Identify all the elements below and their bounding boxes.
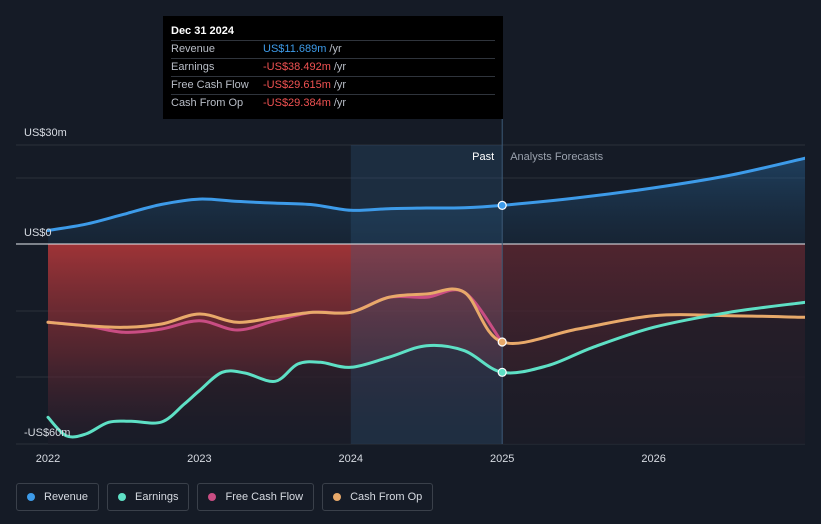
- x-tick-label: 2026: [641, 453, 665, 465]
- tooltip-value: US$11.689m: [263, 43, 327, 55]
- legend-item-revenue[interactable]: Revenue: [16, 483, 100, 511]
- cash-from-op-dot-icon: [333, 493, 342, 501]
- revenue-marker: [497, 200, 507, 210]
- legend-label: Cash From Op: [350, 491, 423, 503]
- legend: Revenue Earnings Free Cash Flow Cash Fro…: [16, 483, 434, 511]
- revenue-dot-icon: [27, 493, 35, 501]
- tooltip-date: Dec 31 2024: [171, 25, 234, 37]
- tooltip-value: -US$29.384m: [263, 97, 331, 109]
- x-tick-label: 2022: [36, 453, 60, 465]
- revenue-line: [46, 156, 805, 232]
- earnings-line: [46, 300, 805, 439]
- tooltip-value: -US$38.492m: [263, 61, 331, 73]
- legend-item-free-cash-flow[interactable]: Free Cash Flow: [197, 483, 315, 511]
- series-markers: [497, 200, 507, 377]
- free-cash-flow-line: [46, 288, 504, 345]
- earnings-marker: [497, 367, 507, 377]
- legend-item-cash-from-op[interactable]: Cash From Op: [322, 483, 434, 511]
- tooltip-value: -US$29.615m: [263, 79, 331, 91]
- tooltip-unit: /yr: [329, 43, 342, 55]
- legend-label: Free Cash Flow: [225, 491, 304, 503]
- tooltip-unit: /yr: [333, 79, 347, 91]
- past-label: Past: [472, 151, 494, 163]
- tooltip-row-free-cash-flow: Free Cash Flow -US$29.615m /yr: [171, 76, 495, 94]
- legend-item-earnings[interactable]: Earnings: [107, 483, 190, 511]
- series-areas: [48, 158, 805, 444]
- forecast-label: Analysts Forecasts: [510, 151, 603, 163]
- tooltip-label: Cash From Op: [171, 97, 244, 109]
- legend-label: Revenue: [44, 491, 89, 503]
- x-tick-label: 2023: [187, 453, 211, 465]
- cash-from-op-line: [46, 287, 805, 345]
- earnings-dot-icon: [118, 493, 127, 501]
- y-label-bottom: -US$60m: [24, 427, 70, 439]
- tooltip-row-earnings: Earnings -US$38.492m /yr: [171, 58, 495, 76]
- tooltip-unit: /yr: [333, 61, 347, 73]
- x-tick-label: 2025: [490, 453, 514, 465]
- y-label-top: US$30m: [24, 127, 67, 139]
- axis-labels: US$30m US$0 -US$60m Past Analysts Foreca…: [24, 127, 604, 439]
- tooltip: Dec 31 2024 Revenue US$11.689m /yr Earni…: [163, 16, 503, 119]
- cash-from-op-marker: [497, 337, 507, 347]
- x-axis-ticks: 2022 2023 2024 2025 2026: [36, 453, 666, 465]
- y-label-zero: US$0: [24, 227, 52, 239]
- x-tick-label: 2024: [339, 453, 363, 465]
- tooltip-label: Revenue: [171, 43, 216, 55]
- series-lines: [46, 156, 805, 439]
- tooltip-unit: /yr: [333, 97, 347, 109]
- tooltip-label: Free Cash Flow: [171, 79, 249, 91]
- tooltip-row-cash-from-op: Cash From Op -US$29.384m /yr: [171, 94, 495, 112]
- tooltip-row-revenue: Revenue US$11.689m /yr: [171, 40, 495, 58]
- legend-label: Earnings: [135, 491, 179, 503]
- free-cash-flow-dot-icon: [208, 493, 217, 501]
- earnings-underfill: [48, 302, 805, 444]
- revenue-area: [48, 158, 805, 244]
- tooltip-label: Earnings: [171, 61, 215, 73]
